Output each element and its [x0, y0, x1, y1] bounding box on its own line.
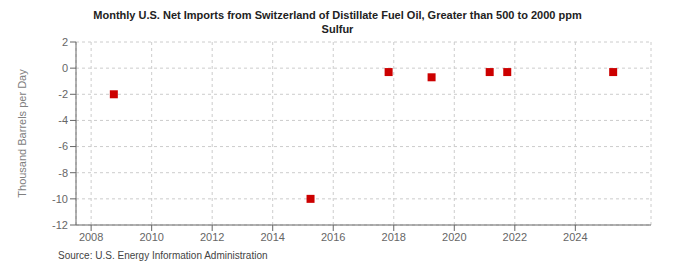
- svg-text:-10: -10: [52, 193, 68, 205]
- svg-text:2020: 2020: [442, 231, 466, 243]
- svg-text:-2: -2: [58, 88, 68, 100]
- svg-text:-6: -6: [58, 140, 68, 152]
- svg-text:-12: -12: [52, 219, 68, 231]
- svg-text:2018: 2018: [382, 231, 406, 243]
- html-text:Source: U.S. Energy Informatio: Source: U.S. Energy Information Administ…: [58, 250, 268, 261]
- svg-text:Thousand Barrels per Day: Thousand Barrels per Day: [16, 69, 28, 198]
- svg-text:0: 0: [62, 62, 68, 74]
- svg-text:2: 2: [62, 36, 68, 48]
- html-text:Monthly U.S. Net Imports from: Monthly U.S. Net Imports from Switzerlan…: [93, 9, 582, 21]
- svg-text:-8: -8: [58, 167, 68, 179]
- html-text:Sulfur: Sulfur: [321, 23, 354, 35]
- svg-text:2024: 2024: [563, 231, 587, 243]
- svg-text:2008: 2008: [79, 231, 103, 243]
- svg-text:-4: -4: [58, 114, 68, 126]
- svg-text:2014: 2014: [260, 231, 284, 243]
- svg-text:2012: 2012: [200, 231, 224, 243]
- svg-text:2010: 2010: [139, 231, 163, 243]
- svg-text:2016: 2016: [321, 231, 345, 243]
- svg-text:2022: 2022: [503, 231, 527, 243]
